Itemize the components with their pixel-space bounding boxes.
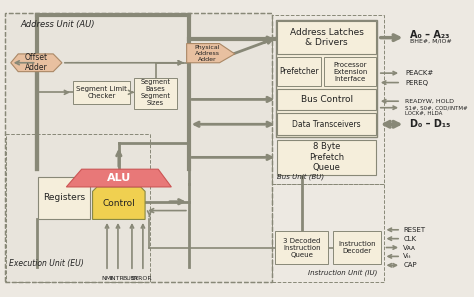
Text: Address Latches
& Drivers: Address Latches & Drivers <box>290 28 364 47</box>
Bar <box>275 231 328 264</box>
Polygon shape <box>66 169 171 187</box>
Text: A₀ – A₂₃: A₀ – A₂₃ <box>410 30 449 40</box>
Text: PEACK#: PEACK# <box>405 70 434 76</box>
Text: READYW, HOLD: READYW, HOLD <box>405 99 455 104</box>
Text: Offset
Adder: Offset Adder <box>25 53 48 72</box>
Bar <box>277 113 376 135</box>
Bar <box>73 80 130 104</box>
Bar <box>272 184 383 282</box>
Text: Segment Limit
Checker: Segment Limit Checker <box>76 86 127 99</box>
Text: Control: Control <box>102 199 135 208</box>
Text: 3 Decoded
Instruction
Queue: 3 Decoded Instruction Queue <box>283 238 320 257</box>
Text: Segment
Bases
Segment
Sizes: Segment Bases Segment Sizes <box>141 79 171 106</box>
Bar <box>38 177 91 219</box>
Bar <box>277 140 376 175</box>
Polygon shape <box>187 44 235 63</box>
Bar <box>276 20 377 137</box>
Bar <box>272 15 383 184</box>
Text: Address Unit (AU): Address Unit (AU) <box>20 20 95 29</box>
Text: NMI: NMI <box>101 276 113 281</box>
Text: 8 Byte
Prefetch
Queue: 8 Byte Prefetch Queue <box>309 143 344 172</box>
Text: Vₜₜ: Vₜₜ <box>403 253 412 259</box>
Text: Bus Control: Bus Control <box>301 95 353 104</box>
Text: PEREQ: PEREQ <box>405 80 428 86</box>
Text: RESET: RESET <box>403 227 425 233</box>
Text: Physical
Address
Adder: Physical Address Adder <box>194 45 220 61</box>
Text: CLK: CLK <box>403 236 416 242</box>
Bar <box>277 57 321 86</box>
Text: Data Transceivers: Data Transceivers <box>292 120 361 129</box>
Text: BHE#, M/IO#: BHE#, M/IO# <box>410 39 452 44</box>
Bar <box>134 78 177 109</box>
Text: ERROR: ERROR <box>131 276 153 281</box>
Bar <box>277 21 376 54</box>
Bar <box>5 12 272 282</box>
Text: INTR: INTR <box>109 276 124 281</box>
Text: Execution Unit (EU): Execution Unit (EU) <box>9 259 84 268</box>
Text: Bus Unit (BU): Bus Unit (BU) <box>277 173 325 180</box>
Text: CAP: CAP <box>403 262 417 268</box>
Text: Vᴀᴀ: Vᴀᴀ <box>403 244 416 251</box>
Bar <box>333 231 382 264</box>
Text: Instruction
Decoder: Instruction Decoder <box>338 241 376 254</box>
Text: ALU: ALU <box>107 173 131 183</box>
Text: Instruction Unit (IU): Instruction Unit (IU) <box>308 269 377 276</box>
Bar <box>5 12 272 282</box>
Text: Registers: Registers <box>43 193 85 202</box>
Text: D₀ – D₁₅: D₀ – D₁₅ <box>410 119 450 129</box>
Bar <box>325 57 376 86</box>
Text: Prefetcher: Prefetcher <box>279 67 319 76</box>
Polygon shape <box>11 54 62 72</box>
Text: BUSY: BUSY <box>122 276 139 281</box>
Text: LOCK#, HLDA: LOCK#, HLDA <box>405 111 443 116</box>
Bar <box>6 134 150 282</box>
Polygon shape <box>92 187 145 219</box>
Text: Processor
Extension
Interface: Processor Extension Interface <box>333 62 367 82</box>
Bar <box>277 89 376 110</box>
Text: S1#, S0#, COD/INTM#: S1#, S0#, COD/INTM# <box>405 105 468 110</box>
